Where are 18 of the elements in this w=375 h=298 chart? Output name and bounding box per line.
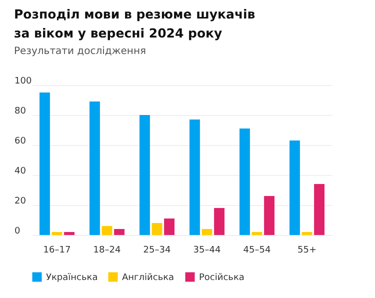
x-tick-label: 35–44 xyxy=(193,246,221,256)
chart-subtitle: Результати дослідження xyxy=(14,46,146,57)
y-tick-label: 40 xyxy=(14,166,26,176)
y-tick-label: 60 xyxy=(14,136,26,146)
x-tick-label: 25–34 xyxy=(143,246,171,256)
text: Розподіл мови в резюме шукачів xyxy=(14,6,256,22)
legend-label: Англійська xyxy=(122,273,174,283)
legend-label: Українська xyxy=(46,273,98,283)
y-tick-label: 20 xyxy=(14,196,26,206)
x-tick-label: 18–24 xyxy=(93,246,121,256)
text: за віком у вересні 2024 року xyxy=(14,26,222,40)
y-tick-label: 0 xyxy=(14,226,20,236)
x-tick-label: 55+ xyxy=(298,246,316,256)
legend-label: Російська xyxy=(199,273,244,283)
y-tick-label: 80 xyxy=(14,106,26,116)
x-tick-label: 16–17 xyxy=(43,246,71,256)
x-tick-label: 45–54 xyxy=(243,246,271,256)
y-tick-label: 100 xyxy=(14,76,32,86)
